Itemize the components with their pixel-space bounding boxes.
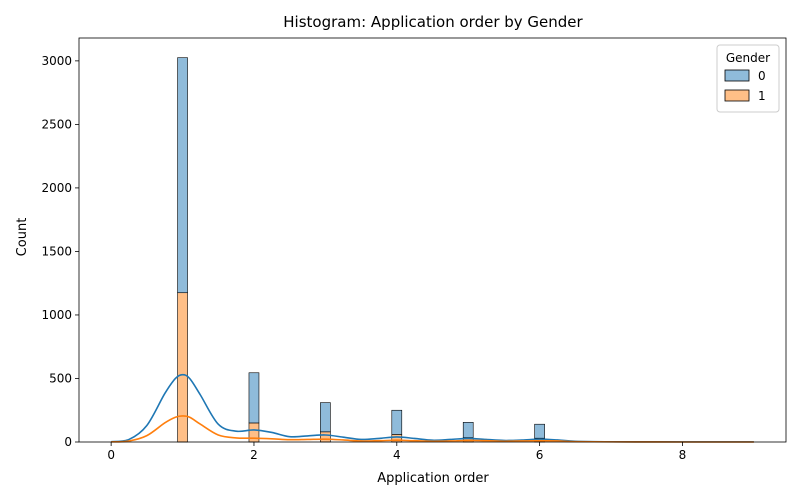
bar-gender-0 <box>391 409 403 435</box>
legend-title: Gender <box>726 51 770 65</box>
y-tick-label: 2500 <box>41 117 72 131</box>
chart-title: Histogram: Application order by Gender <box>283 13 583 31</box>
bar-gender-0 <box>177 57 188 294</box>
x-tick-label: 8 <box>679 448 687 462</box>
bar-gender-1 <box>248 422 260 443</box>
x-tick-label: 6 <box>536 448 544 462</box>
bar-gender-0 <box>320 402 331 433</box>
bar-gender-1 <box>320 431 331 443</box>
y-tick-label: 1500 <box>41 244 72 258</box>
bar-gender-0 <box>248 372 260 424</box>
kde-line-gender-0 <box>111 373 754 443</box>
y-tick-label: 500 <box>49 371 72 385</box>
x-tick-label: 4 <box>393 448 401 462</box>
legend-label-0: 0 <box>758 69 766 83</box>
y-tick-label: 1000 <box>41 308 72 322</box>
y-axis-label: Count <box>15 218 30 257</box>
x-tick-label: 0 <box>107 448 115 462</box>
legend-swatch-1 <box>724 89 750 102</box>
y-tick-label: 0 <box>64 435 72 449</box>
x-tick-label: 2 <box>250 448 258 462</box>
legend: Gender 0 1 <box>716 44 780 113</box>
legend-label-1: 1 <box>758 89 766 103</box>
legend-swatch-0 <box>724 69 750 82</box>
plot-frame <box>78 37 787 443</box>
bar-gender-1 <box>177 292 188 443</box>
x-axis-label: Application order <box>377 471 489 486</box>
kde-line-gender-1 <box>111 415 754 443</box>
y-tick-label: 2000 <box>41 181 72 195</box>
plot-area: 0 2 4 6 8 0 500 1000 1500 2000 2500 3000 <box>41 37 787 462</box>
bar-gender-0 <box>534 423 545 439</box>
y-tick-label: 3000 <box>41 54 72 68</box>
bar-gender-0 <box>462 422 474 438</box>
